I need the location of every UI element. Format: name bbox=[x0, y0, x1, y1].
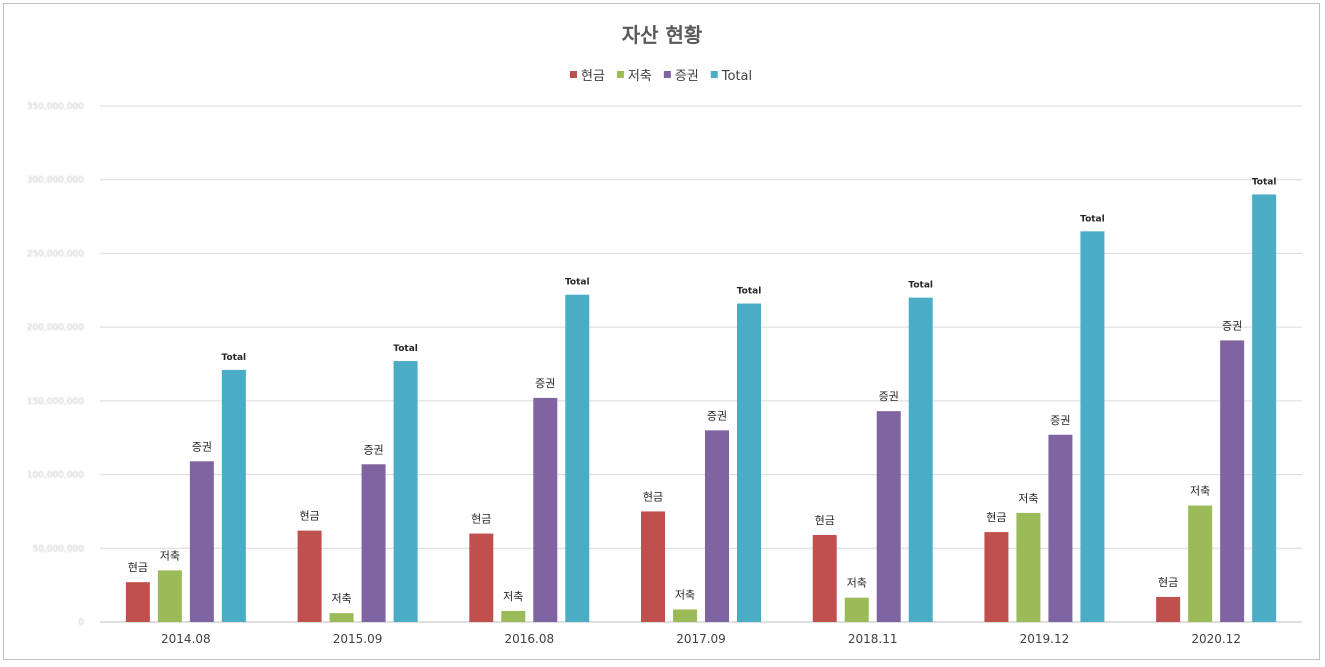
bar-현금-2014.08 bbox=[125, 582, 150, 622]
bar-증권-2015.09 bbox=[361, 464, 386, 622]
data-label-저축-2019.12: 저축 bbox=[1018, 492, 1038, 505]
data-label-증권-2020.12: 증권 bbox=[1222, 319, 1242, 332]
data-label-증권-2015.09: 증권 bbox=[363, 443, 383, 456]
data-label-Total-2014.08: Total bbox=[222, 353, 247, 363]
bar-증권-2018.11 bbox=[876, 411, 901, 622]
data-label-현금-2014.08: 현금 bbox=[128, 561, 148, 574]
bar-Total-2018.11 bbox=[908, 297, 933, 622]
bar-저축-2019.12 bbox=[1016, 512, 1041, 622]
data-label-Total-2017.09: Total bbox=[737, 287, 762, 297]
x-tick-label-4: 2018.11 bbox=[848, 632, 898, 646]
data-label-Total-2018.11: Total bbox=[908, 281, 933, 291]
bar-Total-2020.12 bbox=[1252, 194, 1277, 622]
legend-swatch-1 bbox=[616, 71, 624, 78]
bar-증권-2019.12 bbox=[1048, 434, 1073, 622]
data-label-현금-2018.11: 현금 bbox=[815, 514, 835, 527]
y-tick-label-2: 100,000,000 bbox=[27, 471, 85, 481]
legend-label-0: 현금 bbox=[581, 69, 605, 84]
chart-title: 자산 현황 bbox=[622, 23, 703, 47]
bar-현금-2017.09 bbox=[641, 511, 665, 622]
y-tick-label-6: 300,000,000 bbox=[27, 176, 85, 186]
data-label-증권-2016.08: 증권 bbox=[535, 377, 555, 390]
x-tick-label-0: 2014.08 bbox=[161, 632, 211, 646]
bar-Total-2014.08 bbox=[221, 369, 246, 622]
data-label-Total-2020.12: Total bbox=[1252, 177, 1277, 187]
y-tick-label-1: 50,000,000 bbox=[32, 544, 84, 554]
bar-현금-2016.08 bbox=[469, 533, 494, 622]
legend-swatch-3 bbox=[710, 71, 718, 78]
legend-label-1: 저축 bbox=[628, 69, 652, 84]
data-label-Total-2016.08: Total bbox=[565, 278, 590, 288]
data-label-증권-2014.08: 증권 bbox=[192, 440, 212, 453]
y-tick-label-5: 250,000,000 bbox=[27, 249, 85, 259]
data-label-현금-2017.09: 현금 bbox=[643, 490, 663, 503]
legend-swatch-2 bbox=[663, 71, 671, 78]
bar-Total-2016.08 bbox=[565, 294, 590, 622]
bar-저축-2020.12 bbox=[1188, 505, 1213, 622]
x-tick-label-6: 2020.12 bbox=[1191, 632, 1241, 646]
bar-증권-2020.12 bbox=[1220, 340, 1245, 622]
data-label-현금-2016.08: 현금 bbox=[471, 513, 491, 526]
data-label-저축-2017.09: 저축 bbox=[675, 588, 695, 601]
bar-증권-2016.08 bbox=[533, 397, 558, 622]
bar-현금-2015.09 bbox=[297, 530, 322, 622]
data-label-저축-2016.08: 저축 bbox=[503, 590, 523, 603]
bar-저축-2018.11 bbox=[844, 597, 869, 622]
data-label-Total-2015.09: Total bbox=[393, 344, 418, 354]
y-tick-label-7: 350,000,000 bbox=[27, 102, 85, 112]
data-label-증권-2019.12: 증권 bbox=[1050, 414, 1070, 427]
bar-Total-2015.09 bbox=[393, 361, 418, 622]
bar-현금-2018.11 bbox=[812, 535, 837, 622]
bar-Total-2019.12 bbox=[1080, 231, 1105, 623]
data-label-현금-2020.12: 현금 bbox=[1158, 576, 1178, 589]
data-label-저축-2018.11: 저축 bbox=[847, 577, 867, 590]
bar-현금-2020.12 bbox=[1156, 596, 1181, 622]
bar-Total-2017.09 bbox=[737, 303, 761, 622]
data-label-저축-2015.09: 저축 bbox=[331, 592, 351, 605]
legend-label-3: Total bbox=[721, 69, 752, 84]
bar-증권-2014.08 bbox=[189, 461, 214, 622]
x-tick-label-3: 2017.09 bbox=[676, 632, 726, 646]
bar-저축-2014.08 bbox=[157, 570, 182, 622]
data-label-현금-2019.12: 현금 bbox=[986, 511, 1006, 524]
bar-현금-2019.12 bbox=[984, 532, 1009, 622]
data-label-Total-2019.12: Total bbox=[1080, 214, 1105, 224]
data-label-저축-2014.08: 저축 bbox=[160, 549, 180, 562]
legend-label-2: 증권 bbox=[675, 69, 699, 84]
data-label-증권-2017.09: 증권 bbox=[707, 409, 727, 422]
data-label-증권-2018.11: 증권 bbox=[879, 390, 899, 403]
y-tick-label-0: 0 bbox=[78, 618, 84, 628]
data-label-저축-2020.12: 저축 bbox=[1190, 485, 1210, 498]
bar-증권-2017.09 bbox=[705, 430, 729, 622]
x-tick-label-2: 2016.08 bbox=[504, 632, 554, 646]
bar-저축-2015.09 bbox=[329, 613, 354, 622]
bar-저축-2017.09 bbox=[673, 609, 697, 622]
data-label-현금-2015.09: 현금 bbox=[299, 510, 319, 523]
y-tick-label-3: 150,000,000 bbox=[27, 397, 85, 407]
bar-저축-2016.08 bbox=[501, 610, 526, 622]
legend-swatch-0 bbox=[570, 71, 577, 78]
x-tick-label-1: 2015.09 bbox=[333, 632, 383, 646]
y-tick-label-4: 200,000,000 bbox=[27, 323, 85, 333]
x-tick-label-5: 2019.12 bbox=[1020, 632, 1070, 646]
